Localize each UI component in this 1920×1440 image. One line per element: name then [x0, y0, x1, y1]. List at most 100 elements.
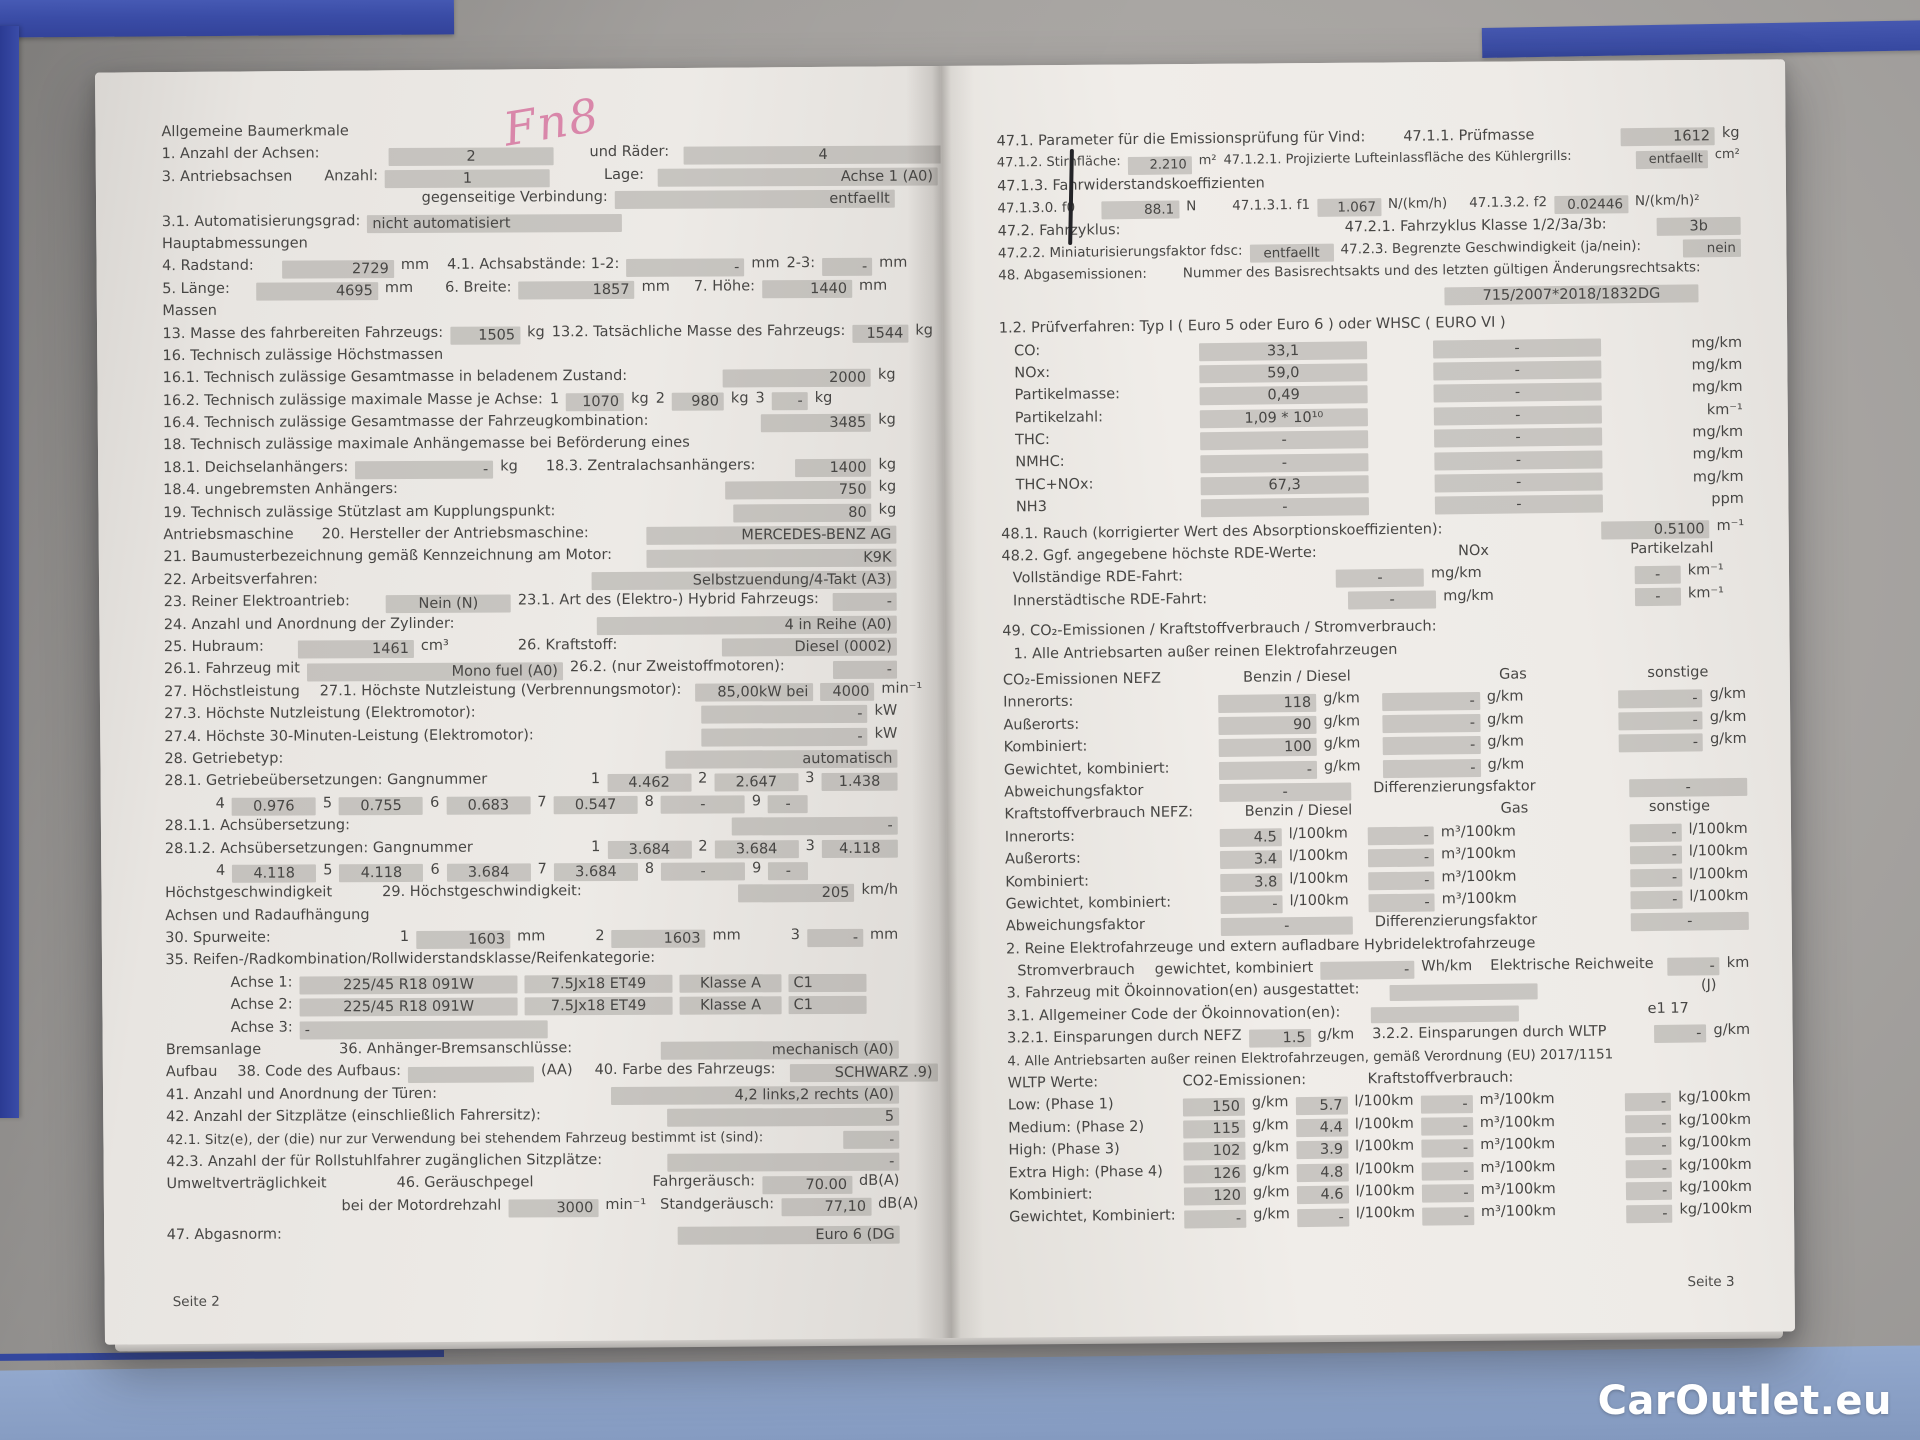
field-label: kg/100km: [1678, 1156, 1752, 1174]
field-value: -: [1625, 1159, 1673, 1179]
spacer: [1375, 417, 1427, 418]
field-value: 4 in Reihe (A0): [596, 615, 897, 635]
spacer: [1523, 856, 1623, 857]
field-value: entfaellt: [1635, 149, 1708, 169]
field-label: kg: [878, 411, 896, 428]
field-value: nein: [1682, 239, 1742, 258]
field-value: Selbstzuendung/4-Takt (A3): [591, 570, 897, 591]
field-label: g/km: [1709, 708, 1747, 726]
field-label: 46. Geräuschpegel: [396, 1174, 534, 1192]
field-value: 4695: [255, 282, 378, 301]
field-label: 6. Breite:: [445, 279, 512, 296]
field-value: 102: [1183, 1142, 1246, 1161]
field-value: 1.067: [1316, 198, 1382, 218]
field-value: -: [1219, 782, 1352, 803]
field-label: 18. Technisch zulässige maximale Anhänge…: [162, 435, 690, 454]
field-value: -: [1434, 427, 1603, 448]
field-value: -: [1200, 430, 1369, 451]
field-label: l/100km: [1289, 892, 1349, 910]
field-label: 9: [752, 860, 762, 877]
field-label: kg: [1721, 124, 1740, 142]
spacer: [562, 514, 726, 515]
field-label: CO₂-Emissionen NEFZ: [1002, 670, 1162, 689]
field-label: km: [1726, 954, 1750, 972]
spacer: [1374, 350, 1426, 351]
field-label: Kombiniert:: [1005, 873, 1090, 891]
spacer: [290, 761, 658, 763]
field-label: 16.1. Technisch zulässige Gesamtmasse in…: [162, 368, 628, 387]
field-label: Achsen und Radaufhängung: [165, 906, 370, 924]
doc-row: bei der Motordrehzahl 3000 min⁻¹ Standgeräu…: [167, 1195, 918, 1221]
field-label: 42.1. Sitz(e), der (die) nur zur Verwend…: [166, 1128, 764, 1148]
field-label: l/100km: [1688, 820, 1748, 838]
field-value: nicht automatisiert: [367, 213, 623, 233]
field-label: NOx: [1457, 542, 1490, 560]
field-label: km⁻¹: [1687, 584, 1725, 602]
field-label: 27.1. Höchste Nutzleistung (Verbrennungs…: [319, 681, 682, 700]
field-label: Partikelmasse:: [1014, 386, 1121, 404]
field-label: mm: [712, 927, 741, 944]
spacer: [325, 582, 585, 583]
field-label: Außerorts:: [1003, 716, 1080, 734]
spacer: [1450, 531, 1595, 533]
field-label: 1. Alle Antriebsarten außer reinen Elekt…: [1013, 641, 1398, 663]
field-label: und Räder:: [589, 144, 670, 161]
field-value: -: [1434, 472, 1603, 493]
field-value: -: [1434, 494, 1604, 515]
field-value: Klasse A: [679, 996, 782, 1016]
field-label: Low: (Phase 1): [1007, 1096, 1114, 1114]
field-label: Partikelzahl: [1630, 540, 1714, 558]
field-value: -: [1618, 733, 1704, 753]
spacer: [1214, 601, 1341, 602]
field-label: 7: [537, 861, 547, 878]
spacer: [1610, 481, 1686, 482]
field-label: 28.1.1. Achsübersetzung:: [164, 817, 351, 835]
field-label: e1 17: [1647, 1000, 1689, 1017]
spacer: [1524, 901, 1624, 902]
field-label: m³/100km: [1480, 1136, 1556, 1154]
field-label: Achse 1:: [230, 974, 293, 991]
field-label: 24. Anzahl und Anordnung der Zylinder:: [163, 615, 455, 633]
field-value: 70.00: [762, 1175, 853, 1194]
field-value: -: [768, 795, 809, 814]
field-label: 20. Hersteller der Antriebsmaschine:: [321, 525, 589, 543]
field-value: -: [1630, 890, 1683, 910]
field-value: -: [626, 257, 745, 277]
field-value: -: [1382, 736, 1481, 756]
field-value: 150: [1182, 1097, 1246, 1117]
field-value: -: [771, 391, 808, 411]
field-value: 5: [667, 1108, 900, 1128]
field-value: 3485: [761, 414, 872, 433]
field-label: 47.1.3.0. f0: [997, 199, 1076, 217]
field-value: 67,3: [1200, 475, 1369, 496]
field-value: -: [1634, 565, 1681, 584]
field-label: 4: [215, 862, 226, 879]
field-value: 1,09 * 10¹⁰: [1199, 408, 1368, 429]
field-value: -: [1625, 1114, 1672, 1134]
field-label: 8: [644, 860, 655, 877]
field-value: 1070: [566, 392, 625, 412]
field-label: 47.1. Parameter für die Emissionsprüfung…: [996, 129, 1366, 150]
field-label: 3: [805, 837, 815, 854]
field-label: 47.1.2.1. Projizierte Lufteinlassfläche …: [1223, 149, 1572, 169]
field-value: 4.6: [1296, 1185, 1349, 1205]
field-label: l/100km: [1689, 887, 1749, 905]
field-value: Euro 6 (DG: [677, 1225, 900, 1246]
field-label: 47.1.3.1. f1: [1232, 197, 1311, 214]
spacer: [1324, 555, 1451, 556]
field-value: 77,10: [781, 1197, 872, 1217]
field-label: mm: [517, 928, 546, 945]
field-label: Benzin / Diesel: [1244, 802, 1353, 821]
field-value: -: [1381, 713, 1481, 734]
field-label: l/100km: [1689, 865, 1749, 883]
field-label: Anzahl:: [324, 167, 379, 185]
field-label: Innerorts:: [1003, 694, 1074, 711]
field-label: Medium: (Phase 2): [1008, 1118, 1145, 1137]
field-label: (AA): [540, 1062, 573, 1079]
field-value: -: [1421, 1206, 1475, 1226]
field-value: 1612: [1620, 127, 1716, 147]
field-label: 18.1. Deichselanhängers:: [163, 459, 349, 476]
field-value: -: [806, 929, 864, 948]
field-value: -: [731, 816, 898, 836]
spacer: [278, 941, 393, 942]
